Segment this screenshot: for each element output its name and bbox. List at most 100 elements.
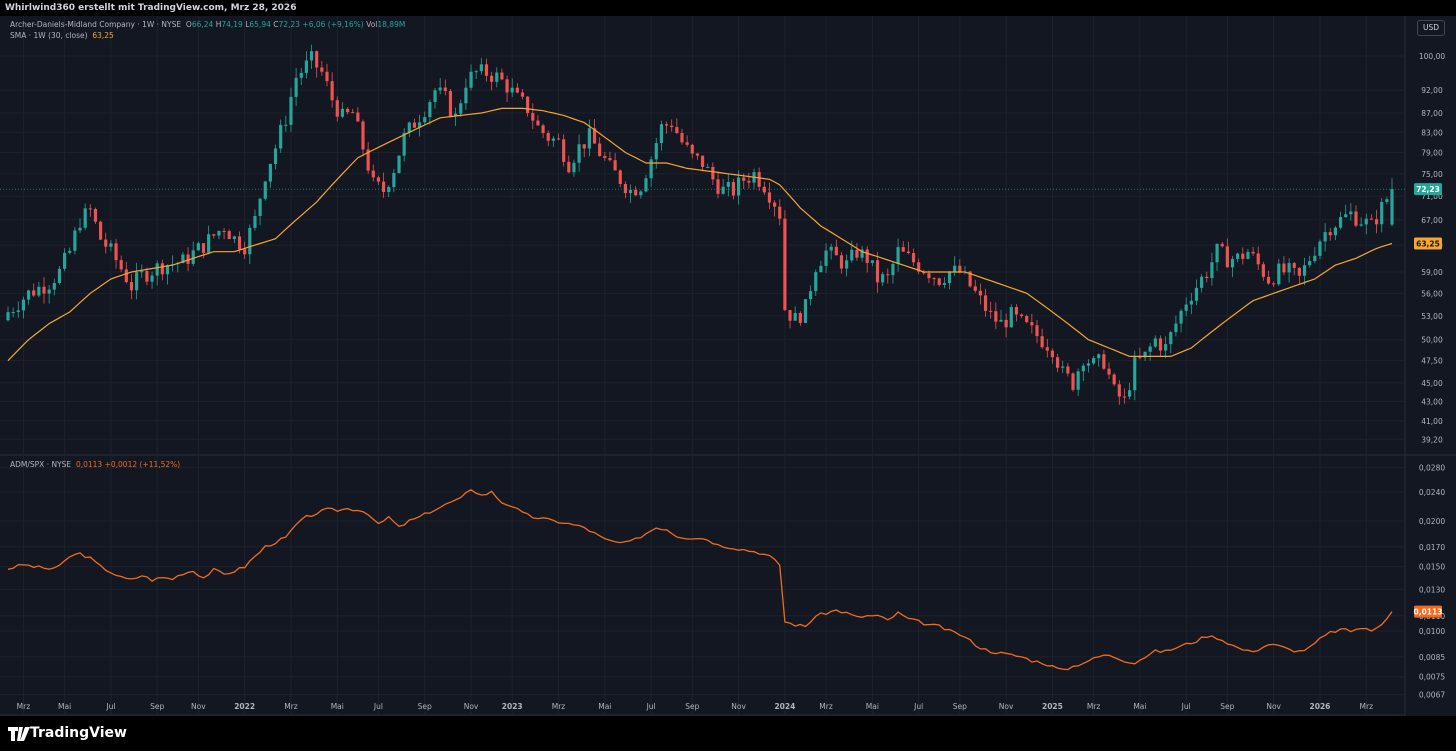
candle-body [1308,261,1312,266]
candle-body [1297,267,1301,276]
candle-body [1369,218,1374,220]
brand-name: TradingView [30,725,127,741]
sma-badge-bg [1414,237,1442,250]
ratio-value: 0,0113 [75,460,103,469]
price-tick-label: 79,00 [1421,149,1443,158]
candle-body [500,72,504,80]
ratio-tick-label: 0,0130 [1419,585,1445,594]
candle-body [376,177,381,182]
candle-body [99,221,103,240]
candle-body [670,125,674,128]
candle-body [1266,276,1271,284]
candle-body [1025,316,1029,323]
sma-badge: 63,25 [1416,240,1440,249]
volume-label: Vol [366,20,378,29]
time-tick-label: Nov [191,702,206,711]
candle-body [968,271,972,287]
tradingview-logo-icon [8,727,30,741]
price-chart[interactable]: 100,00 92,00 87,00 83,00 79,00 75,00 71,00 67,0… [0,16,1456,716]
candle-body [1292,263,1296,268]
candle-body [675,127,679,134]
candle-body [664,124,669,126]
candle-body [11,311,15,313]
price-tick-label: 71,00 [1421,192,1443,201]
candle-body [716,179,720,194]
ratio-label: ADM/SPX · NYSE [10,460,72,469]
candle-body [1097,354,1101,359]
candle-body [73,230,77,251]
candle-body [47,289,51,294]
candle-body [917,262,921,272]
candle-body [510,87,514,93]
time-tick-label: Nov [1266,702,1281,711]
candle-body [839,255,844,269]
time-tick-label: Mrz [1360,702,1374,711]
time-tick-label: Mrz [284,702,298,711]
candle-body [237,236,242,250]
candle-body [536,120,540,126]
candle-body [402,132,406,156]
candle-body [1282,263,1286,273]
candle-body [1153,338,1157,347]
candle-body [1200,276,1204,288]
candle-body [356,112,360,122]
candle-body [1138,357,1142,359]
price-tick-label: 47,50 [1421,357,1443,366]
candle-body [1349,211,1353,215]
candle-body [1385,199,1389,202]
candle-body [989,310,993,312]
high-label: H [215,20,222,29]
candle-body [222,230,226,232]
candle-body [325,71,329,82]
candle-body [711,166,715,180]
candle-body [819,265,823,273]
candle-body [88,208,92,210]
change-value: +6,06 (+9,16%) [302,20,364,29]
sma-label: SMA · 1W (30, close) [10,31,88,40]
time-tick-label: Mai [866,702,879,711]
candle-body [953,265,957,272]
candle-body [32,290,36,296]
candle-body [1133,357,1137,391]
candle-body [1210,262,1214,279]
time-tick-label: Sep [685,702,699,711]
low-value: 65,94 [249,20,271,29]
candle-body [1220,243,1224,247]
time-tick-label: Mai [598,702,611,711]
time-tick-label: Sep [418,702,432,711]
candle-body [433,90,437,103]
candle-body [474,71,478,73]
candle-body [16,310,20,312]
candle-body [263,181,267,199]
candle-body [983,295,988,311]
candle-body [1066,366,1070,374]
candle-body [850,249,854,261]
candle-body [706,166,710,168]
time-tick-label: 2024 [774,702,795,711]
time-tick-label: Sep [150,702,164,711]
ratio-tick-label: 0,0100 [1419,627,1445,636]
candle-body [371,170,375,178]
candle-body [1092,358,1096,364]
candle-body [587,128,591,149]
candle-body [52,282,56,290]
candle-body [212,234,216,236]
candle-body [1040,336,1044,348]
candle-body [392,172,396,187]
candle-body [1128,390,1132,397]
currency-button[interactable]: USD [1417,20,1445,36]
candle-body [1071,373,1075,390]
candle-body [63,252,67,269]
candle-body [721,186,725,194]
candle-body [824,250,828,266]
candle-body [685,142,689,145]
candle-body [1050,350,1055,358]
candle-body [958,265,962,272]
candle-body [556,138,561,140]
candle-body [747,180,751,183]
candle-body [1302,265,1307,276]
candle-body [207,234,211,253]
volume-value: 18,89M [377,20,406,29]
candle-body [469,71,473,88]
candle-body [1318,241,1322,256]
